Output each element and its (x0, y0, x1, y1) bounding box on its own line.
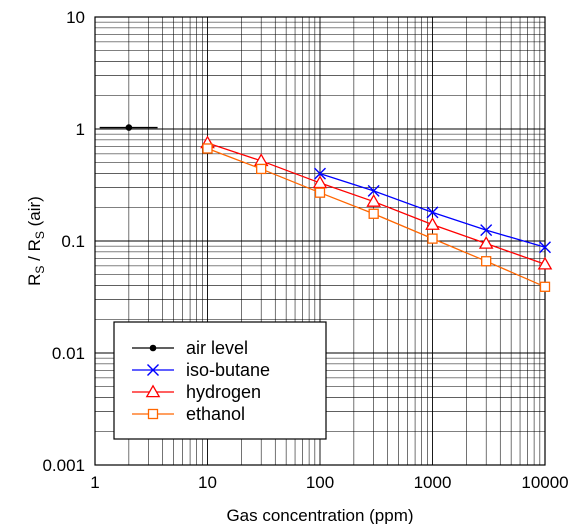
legend-item: air level (132, 338, 248, 358)
series-air-level (99, 124, 158, 131)
plot-frame (94, 16, 546, 466)
legend-box (113, 321, 327, 440)
y-tick-label: 10 (66, 8, 85, 27)
series-hydrogen (200, 135, 553, 270)
cross-marker (147, 364, 159, 376)
y-axis-title-mid: / R (25, 239, 44, 265)
square-marker (314, 187, 326, 198)
square-marker (481, 256, 492, 267)
square-marker (256, 163, 267, 175)
y-axis-title: RS / RS (air) (25, 196, 47, 286)
x-axis-title: Gas concentration (ppm) (226, 506, 413, 524)
y-axis-title-base: R (25, 274, 44, 286)
legend-label: ethanol (186, 404, 245, 424)
x-tick-label: 10 (198, 473, 217, 492)
triangle-marker (366, 194, 381, 207)
legend-item: iso-butane (132, 360, 270, 380)
y-tick-label: 0.01 (52, 344, 85, 363)
legend-label: air level (186, 338, 248, 358)
y-axis-title-tail: (air) (25, 196, 44, 231)
x-tick-label: 1 (90, 473, 99, 492)
y-tick-label: 1 (76, 120, 85, 139)
triangle-marker (425, 217, 440, 230)
legend-item: hydrogen (132, 382, 261, 402)
dot-marker (125, 124, 133, 131)
cross-marker (539, 241, 551, 254)
square-marker (147, 408, 159, 420)
series-iso-butane (314, 167, 551, 254)
cross-marker (314, 167, 326, 180)
x-tick-label: 10000 (521, 473, 568, 492)
y-tick-label: 0.001 (42, 456, 85, 475)
square-marker (202, 143, 213, 154)
triangle-marker (145, 384, 161, 398)
series (99, 124, 553, 292)
square-marker (427, 233, 438, 244)
dot-marker (149, 344, 157, 352)
tick-labels: 1 10 100 1000 10000 0.001 0.01 0.1 1 10 (42, 8, 568, 492)
series-ethanol (202, 143, 551, 292)
y-tick-label: 0.1 (61, 232, 85, 251)
square-marker (368, 208, 379, 219)
legend-label: iso-butane (186, 360, 270, 380)
legend-label: hydrogen (186, 382, 261, 402)
y-axis-title-sub1: S (33, 266, 47, 274)
x-tick-label: 100 (306, 473, 334, 492)
cross-marker (480, 224, 493, 237)
cross-marker (426, 206, 439, 219)
y-axis-title-sub2: S (33, 231, 47, 239)
triangle-marker (537, 256, 553, 270)
legend-item: ethanol (132, 404, 245, 424)
square-marker (539, 281, 551, 292)
cross-marker (367, 184, 380, 197)
triangle-marker (478, 235, 494, 249)
x-tick-label: 1000 (414, 473, 452, 492)
